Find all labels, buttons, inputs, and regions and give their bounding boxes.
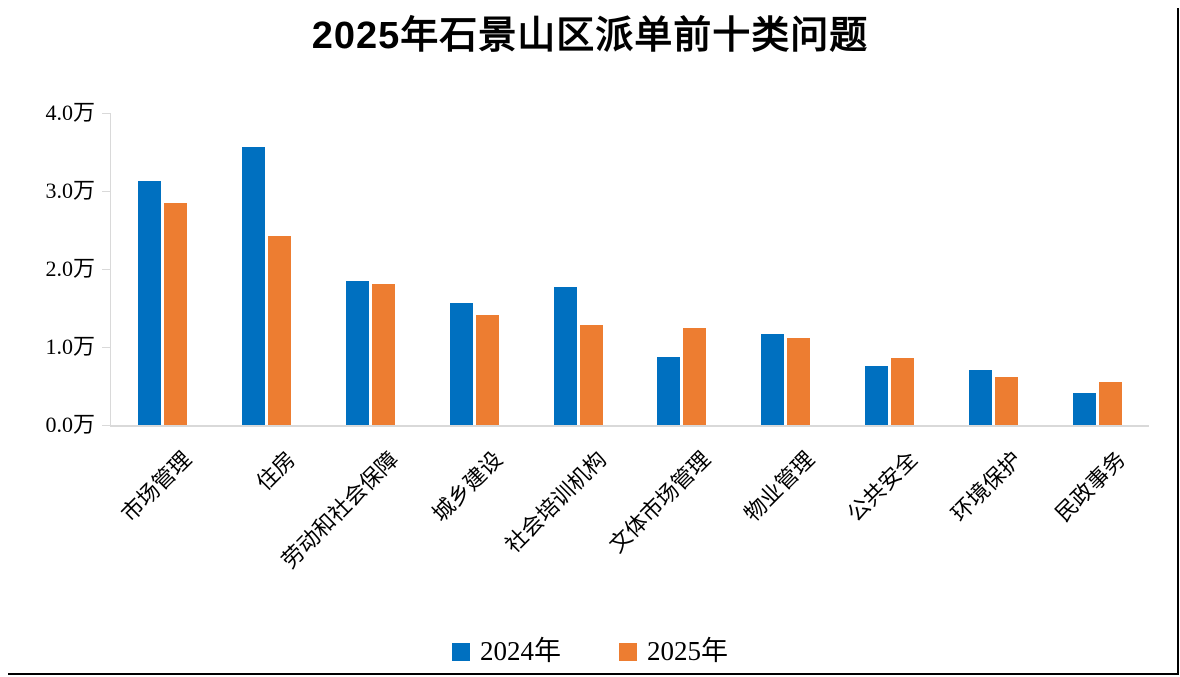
- bar-2025年-民政事务: [1098, 382, 1122, 425]
- legend: 2024年 2025年: [0, 638, 1180, 665]
- bar-2024年-公共安全: [865, 365, 888, 425]
- x-axis-label: 住房: [251, 446, 300, 496]
- bar-2024年-物业管理: [761, 333, 785, 425]
- chart-title: 2025年石景山区派单前十类问题: [311, 15, 869, 57]
- bar-2024年-城乡建设: [449, 303, 473, 425]
- legend-swatch: [452, 642, 470, 661]
- bar-2025年-劳动和社会保障: [372, 283, 395, 425]
- bar-2025年-住房: [268, 236, 292, 425]
- bar-2024年-劳动和社会保障: [346, 281, 369, 425]
- legend-label: 2025年: [647, 636, 728, 666]
- y-axis-tick-label: 0.0万: [45, 412, 95, 437]
- y-axis-tick-mark: [102, 191, 110, 192]
- x-axis-label: 城乡建设: [427, 446, 508, 527]
- x-axis-label: 公共安全: [842, 446, 923, 527]
- bar-2025年-城乡建设: [475, 315, 499, 425]
- bar-2025年-市场管理: [164, 203, 188, 425]
- x-axis-label: 市场管理: [116, 446, 197, 527]
- legend-item-2024年: 2024年: [452, 638, 561, 665]
- y-axis-tick-label: 4.0万: [45, 100, 95, 125]
- bar-2024年-环境保护: [968, 370, 992, 425]
- bar-2025年-公共安全: [891, 357, 914, 425]
- y-axis-tick-label: 3.0万: [45, 178, 95, 203]
- plot-area: 0.0万 1.0万 2.0万 3.0万 4.0万 市场管理 住房 劳动和社会保障 城乡建设 社会培…: [45, 100, 1149, 573]
- bar-2024年-社会培训机构: [553, 286, 577, 425]
- y-axis-tick-label: 2.0万: [45, 256, 95, 281]
- y-axis-tick-mark: [102, 113, 110, 114]
- legend-label: 2024年: [480, 636, 561, 666]
- x-axis-label: 文体市场管理: [604, 446, 716, 558]
- bar-2025年-文体市场管理: [683, 328, 707, 425]
- bar-2025年-环境保护: [994, 377, 1018, 425]
- x-axis-label: 环境保护: [946, 446, 1027, 527]
- y-axis-tick-label: 1.0万: [45, 334, 95, 359]
- bar-2025年-物业管理: [787, 337, 811, 425]
- bar-2024年-民政事务: [1072, 393, 1096, 425]
- legend-swatch: [619, 642, 637, 661]
- bar-2025年-社会培训机构: [579, 325, 603, 425]
- y-axis-tick-mark: [102, 269, 110, 270]
- y-axis-tick-mark: [102, 347, 110, 348]
- bar-2024年-市场管理: [138, 180, 162, 425]
- x-axis-label: 社会培训机构: [500, 446, 612, 558]
- x-axis-label: 物业管理: [739, 446, 819, 527]
- legend-item-2025年: 2025年: [619, 638, 728, 665]
- x-axis-label: 民政事务: [1050, 446, 1131, 527]
- bar-2024年-住房: [242, 147, 266, 425]
- bar-2024年-文体市场管理: [657, 357, 681, 425]
- y-axis-tick-mark: [102, 425, 110, 426]
